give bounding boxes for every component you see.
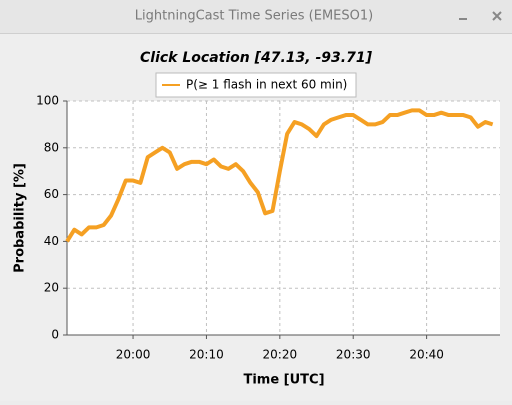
x-tick-label: 20:40 [409,348,444,362]
x-tick-label: 20:10 [189,348,224,362]
y-tick-label: 100 [36,94,59,108]
legend-box [155,72,357,98]
legend-label: P(≥ 1 flash in next 60 min) [186,78,347,92]
y-tick-label: 60 [44,187,59,201]
x-tick-label: 20:30 [336,348,371,362]
y-tick-label: 20 [44,281,59,295]
window-title: LightningCast Time Series (EMESO1) [135,9,373,24]
y-tick-label: 40 [44,234,59,248]
y-tick-label: 80 [44,140,59,154]
plot-area [67,101,500,335]
x-tick-label: 20:00 [116,348,151,362]
close-button[interactable] [492,11,502,21]
y-tick-label: 0 [51,328,59,342]
x-tick-label: 20:20 [263,348,298,362]
title-bar [0,0,512,34]
close-icon [492,11,502,21]
x-axis-label: Time [UTC] [243,373,324,388]
y-axis-label: Probability [%] [13,163,28,273]
chart-title: Click Location [47.13, -93.71] [140,50,373,66]
data-line [65,108,494,243]
